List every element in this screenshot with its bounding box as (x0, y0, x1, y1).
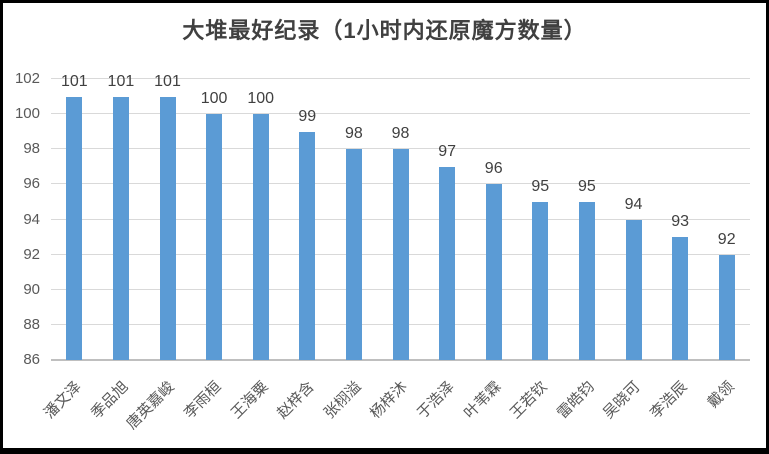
data-label: 98 (391, 125, 410, 143)
x-category-label: 杨梓沐 (367, 378, 412, 423)
x-category-label: 王若钦 (507, 378, 552, 423)
x-category-label: 李浩辰 (646, 378, 691, 423)
data-label: 93 (671, 213, 689, 231)
x-axis-category-labels: 潘文泽 季品旭 唐英嘉峻 李雨桓 王海粟 赵梓含 张栩溢 杨梓沐 于浩泽 叶苇霖 王若钦 雷皓钧 吴晓可… (41, 363, 750, 448)
y-tick-label: 94 (23, 210, 40, 228)
x-axis-line (51, 359, 750, 361)
bar (299, 131, 316, 360)
x-category-label: 雷皓钧 (553, 378, 598, 423)
x-category-label: 吴晓可 (600, 378, 645, 423)
bar (206, 114, 223, 360)
bar (112, 96, 129, 360)
bar (672, 237, 689, 360)
y-tick-label: 90 (23, 280, 40, 298)
x-category-label: 潘文泽 (41, 378, 86, 423)
x-category-label: 张栩溢 (320, 378, 365, 423)
data-label: 101 (154, 72, 181, 90)
y-tick-label: 102 (14, 70, 40, 87)
x-category-label: 叶苇霖 (460, 378, 505, 423)
x-category-label: 于浩泽 (413, 378, 458, 423)
x-category-label: 戴领 (704, 378, 738, 412)
data-label: 97 (438, 142, 456, 160)
data-label: 99 (298, 107, 317, 125)
bar (439, 166, 456, 360)
bar (625, 219, 642, 360)
data-label: 101 (107, 72, 135, 90)
gridline (51, 78, 750, 79)
y-tick-label: 96 (23, 175, 40, 193)
x-category-label: 赵梓含 (274, 378, 319, 423)
gridline (51, 148, 750, 150)
y-tick-label: 92 (23, 245, 40, 263)
y-tick-label: 88 (23, 315, 40, 333)
bar (485, 184, 502, 360)
data-label: 94 (624, 195, 643, 213)
data-label: 100 (247, 90, 275, 108)
y-tick-label: 100 (14, 105, 40, 123)
bar (392, 149, 409, 360)
data-label: 101 (60, 72, 88, 90)
x-category-label: 唐英嘉峻 (123, 378, 179, 433)
bar (578, 201, 595, 360)
bar (718, 254, 735, 360)
y-axis: 86 88 90 92 94 96 98 100 102 (3, 70, 45, 368)
bar (532, 201, 549, 360)
bar (66, 96, 83, 360)
x-category-label: 王海粟 (227, 378, 272, 423)
data-label: 92 (717, 230, 736, 248)
data-label: 98 (344, 125, 363, 143)
x-category-label: 李雨桓 (180, 378, 225, 423)
y-tick-label: 98 (23, 140, 40, 158)
y-tick-label: 86 (23, 351, 40, 368)
data-label: 100 (200, 90, 228, 108)
bar (159, 96, 176, 360)
data-label: 95 (531, 177, 550, 195)
data-label: 96 (484, 160, 503, 178)
gridline (51, 113, 750, 115)
data-label: 95 (577, 177, 596, 195)
plot-area: 101 101 101 100 100 99 98 98 97 96 95 95 94 93 92 (51, 73, 750, 361)
chart-title: 大堆最好纪录（1小时内还原魔方数量） (182, 18, 587, 43)
bar (345, 149, 362, 360)
bar (252, 114, 269, 360)
